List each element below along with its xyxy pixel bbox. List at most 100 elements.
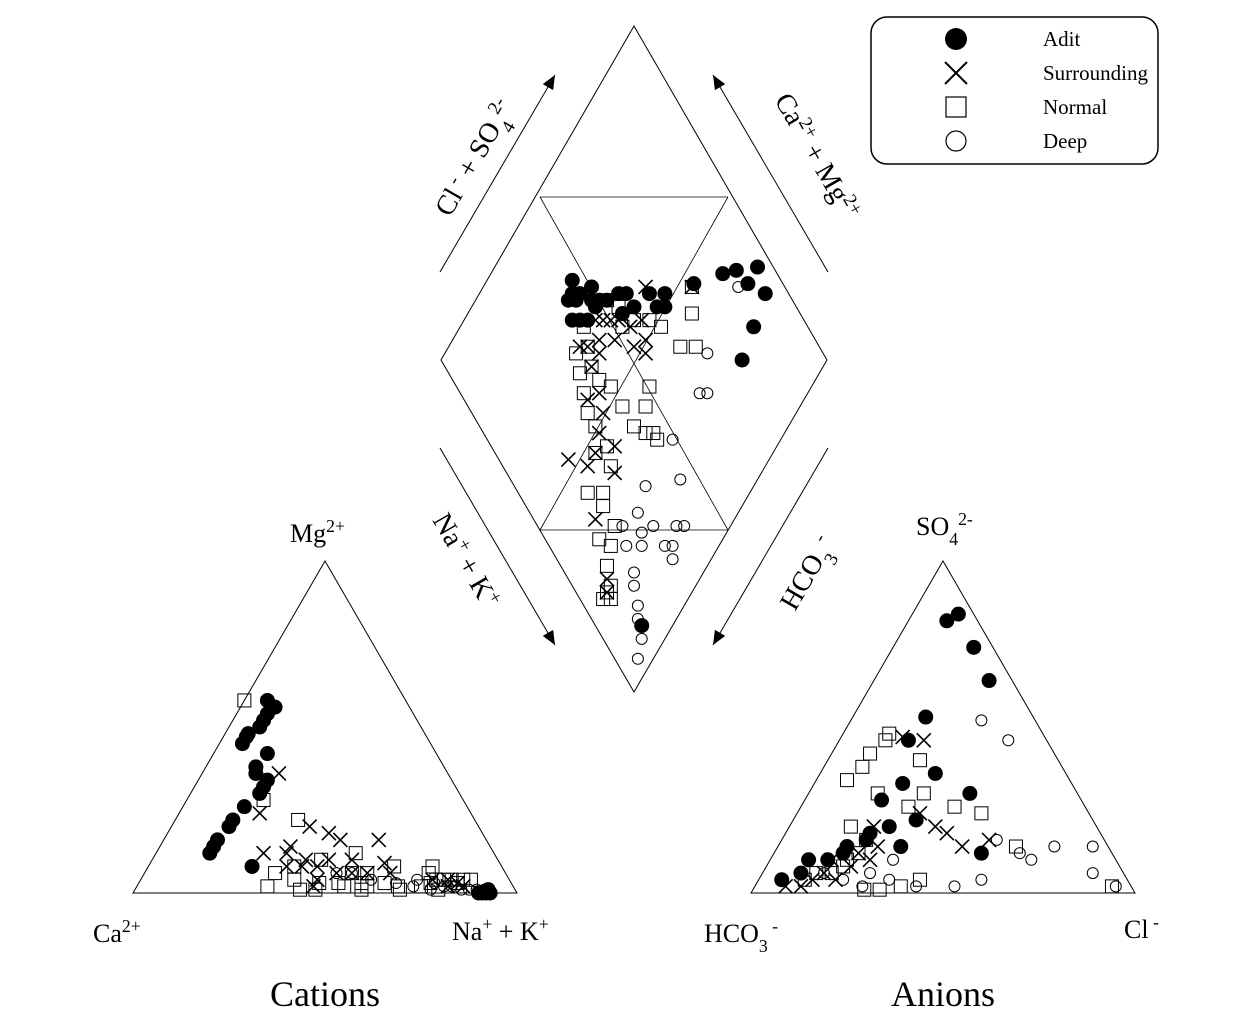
diamond-normal-point bbox=[588, 445, 603, 460]
cation-normal-point bbox=[387, 859, 402, 874]
diamond-surrounding-point bbox=[580, 392, 596, 408]
anion-top-vertex-label: SO42- bbox=[916, 509, 973, 549]
anion-adit-point bbox=[950, 606, 966, 622]
anion-surrounding-point bbox=[862, 852, 878, 868]
anion-surrounding-point bbox=[827, 872, 844, 888]
diamond-normal-point bbox=[596, 592, 611, 607]
diamond-upper-right-label: Ca2+ + Mg2+ bbox=[768, 87, 867, 225]
diamond-deep-point bbox=[701, 387, 714, 400]
diamond-surrounding-point bbox=[572, 339, 588, 355]
cation-normal-point bbox=[429, 872, 444, 887]
diamond-frame bbox=[440, 25, 828, 693]
cation-normal-point bbox=[414, 879, 428, 894]
diamond-adit-point bbox=[657, 286, 673, 302]
diamond-normal-point bbox=[638, 426, 653, 441]
diamond-normal-point bbox=[607, 519, 622, 533]
diamond-deep-point bbox=[666, 433, 679, 446]
diamond-adit-point bbox=[584, 279, 600, 295]
legend-label-surrounding: Surrounding bbox=[1043, 61, 1149, 85]
anion-deep-point bbox=[856, 880, 869, 893]
cation-triangle-frame bbox=[132, 560, 518, 894]
anion-adit-point bbox=[900, 732, 916, 748]
diamond-surrounding-point bbox=[607, 332, 623, 348]
legend-label-deep: Deep bbox=[1043, 129, 1087, 153]
diamond-normal-point bbox=[596, 485, 611, 500]
anion-normal-point bbox=[872, 882, 887, 897]
cation-adit-point bbox=[252, 785, 268, 801]
anion-deep-point bbox=[990, 833, 1003, 846]
diamond-adit-point bbox=[715, 266, 731, 282]
diamond-deep-point bbox=[670, 520, 683, 532]
diamond-surrounding-point bbox=[580, 339, 596, 355]
diamond-deep-point bbox=[693, 387, 706, 400]
anion-adit-point bbox=[874, 792, 890, 808]
anion-deep-point bbox=[1048, 840, 1061, 853]
diamond-normal-point bbox=[599, 558, 614, 573]
anion-deep-point bbox=[975, 873, 988, 886]
cation-adit-point bbox=[248, 765, 264, 781]
cation-surrounding-point bbox=[344, 865, 360, 881]
anion-deep-point bbox=[975, 714, 988, 727]
legend-marker-deep bbox=[945, 130, 967, 152]
diamond-deep-point bbox=[647, 520, 660, 532]
diamond-surrounding-point bbox=[560, 452, 576, 468]
anion-adit-point bbox=[918, 709, 934, 725]
anion-right-vertex-label: Cl - bbox=[1124, 912, 1159, 944]
cation-surrounding-point bbox=[305, 878, 322, 894]
diamond-deep-point bbox=[639, 480, 652, 493]
anion-adit-point bbox=[893, 839, 909, 855]
diamond-adit-point bbox=[728, 262, 744, 278]
diamond-normal-point bbox=[654, 319, 669, 334]
anion-adit-point bbox=[774, 872, 790, 888]
arrow-lower-right-head bbox=[713, 629, 726, 645]
diamond-normal-point bbox=[580, 406, 595, 421]
cation-normal-point bbox=[293, 882, 308, 897]
cation-surrounding-point bbox=[328, 865, 345, 881]
cation-surrounding-point bbox=[298, 852, 314, 868]
diamond-surrounding-point bbox=[622, 319, 638, 335]
diamond-surrounding-point bbox=[599, 584, 615, 600]
cation-surrounding-point bbox=[279, 858, 295, 875]
cation-normal-point bbox=[444, 872, 459, 887]
anion-adit-point bbox=[835, 845, 851, 861]
cation-adit-point bbox=[234, 736, 250, 752]
cation-normal-point bbox=[354, 882, 369, 897]
cation-surrounding-point bbox=[282, 838, 299, 855]
cation-adit-point bbox=[252, 719, 268, 735]
diamond-surrounding-point bbox=[591, 385, 607, 401]
anion-adit-point bbox=[858, 832, 874, 848]
arrow-lower-left-head bbox=[542, 629, 555, 645]
diamond-normal-point bbox=[576, 386, 591, 401]
diamond-normal-point bbox=[688, 339, 703, 354]
anion-adit-point bbox=[881, 819, 897, 835]
cation-surrounding-point bbox=[424, 872, 441, 888]
arrow-upper-right-line bbox=[712, 74, 829, 273]
diamond-normal-point bbox=[673, 339, 688, 354]
diamond-deep-point bbox=[635, 526, 648, 539]
anion-normal-point bbox=[1104, 879, 1119, 894]
diamond-surrounding-point bbox=[591, 345, 607, 361]
diamond-adit-point bbox=[564, 312, 580, 328]
cation-normal-point bbox=[463, 872, 478, 887]
arrow-upper-left-head bbox=[542, 75, 555, 91]
anion-normal-point bbox=[1008, 839, 1023, 854]
cation-normal-point bbox=[360, 879, 375, 894]
cation-left-vertex-label: Ca2+ bbox=[93, 916, 141, 948]
diamond-normal-point bbox=[592, 372, 607, 387]
cation-surrounding-point bbox=[440, 878, 456, 894]
diamond-normal-point bbox=[615, 399, 630, 414]
diamond-upper-left-label: Cl - + SO42- bbox=[427, 93, 528, 225]
anion-adit-point bbox=[820, 852, 836, 868]
diamond-deep-point bbox=[701, 347, 714, 360]
anion-surrounding-point bbox=[916, 732, 932, 748]
diamond-surrounding-point bbox=[607, 438, 623, 454]
diamond-deep-point bbox=[674, 473, 687, 486]
anion-normal-point bbox=[916, 786, 931, 801]
diamond-deep-point bbox=[666, 539, 679, 552]
anion-adit-point bbox=[801, 852, 817, 868]
data-points bbox=[202, 259, 1122, 901]
diamond-surrounding-point bbox=[591, 425, 607, 441]
diamond-deep-point bbox=[631, 506, 644, 519]
anion-deep-point bbox=[1086, 867, 1099, 880]
diamond-normal-point bbox=[627, 419, 641, 434]
